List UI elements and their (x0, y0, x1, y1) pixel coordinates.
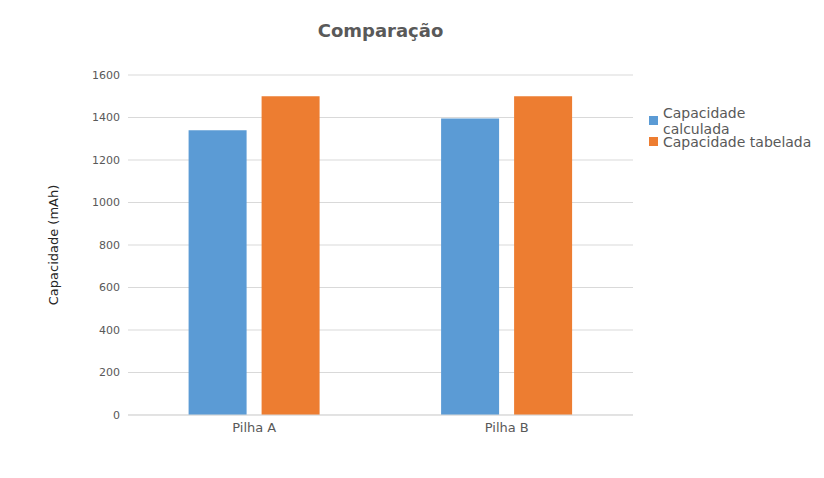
svg-text:1400: 1400 (92, 111, 120, 124)
svg-text:Pilha B: Pilha B (485, 420, 529, 435)
svg-text:Capacidade (mAh): Capacidade (mAh) (46, 185, 61, 306)
svg-text:Pilha A: Pilha A (232, 420, 276, 435)
svg-text:1600: 1600 (92, 69, 120, 82)
svg-text:0: 0 (113, 409, 120, 422)
svg-text:800: 800 (99, 239, 120, 252)
html-text:Capacidade calculada: Capacidade calculada (663, 104, 746, 137)
svg-text:600: 600 (99, 281, 120, 294)
html-text:Capacidade tabelada: Capacidade tabelada (663, 133, 812, 150)
svg-text:400: 400 (99, 324, 120, 337)
html-text:Comparação: Comparação (317, 20, 444, 41)
svg-text:1200: 1200 (92, 154, 120, 167)
svg-text:200: 200 (99, 366, 120, 379)
svg-text:1000: 1000 (92, 196, 120, 209)
